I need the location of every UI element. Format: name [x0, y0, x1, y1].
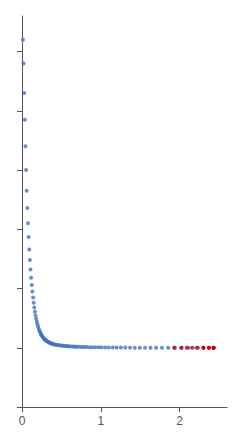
svg-text:0: 0 [19, 414, 26, 428]
svg-text:1: 1 [98, 414, 105, 428]
svg-text:2: 2 [176, 414, 183, 428]
